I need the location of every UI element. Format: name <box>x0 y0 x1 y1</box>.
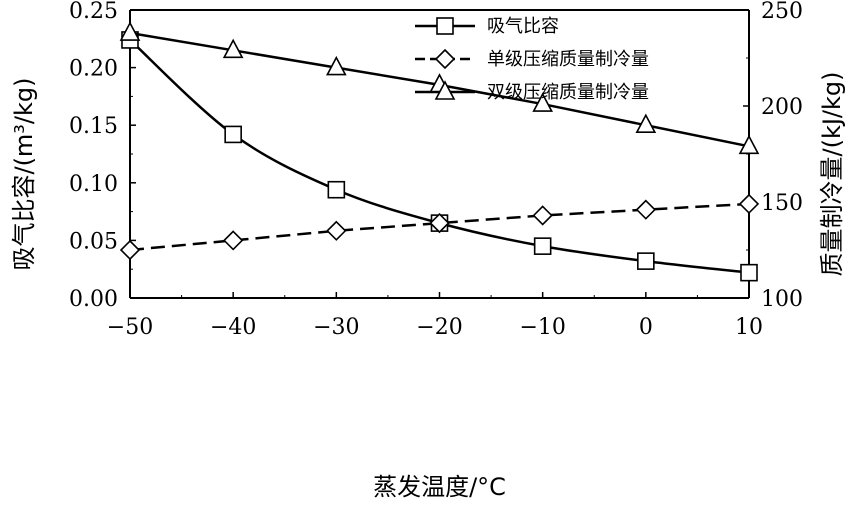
left-y-tick-label: 0.15 <box>69 114 118 139</box>
data-point-square <box>533 237 552 255</box>
axes <box>129 9 750 299</box>
legend-label: 单级压缩质量制冷量 <box>487 49 649 70</box>
x-tick-label: −10 <box>519 315 565 340</box>
left-y-tick-label: 0.00 <box>69 287 118 312</box>
series-1 <box>121 31 758 282</box>
x-axis-title: 蒸发温度/°C <box>373 473 506 501</box>
series-layer <box>119 21 760 282</box>
left-y-tick-label: 0.10 <box>69 172 118 197</box>
right-y-tick-label: 250 <box>761 0 803 24</box>
x-tick-label: −30 <box>313 315 359 340</box>
data-point-diamond <box>326 220 347 241</box>
right-y-tick-label: 100 <box>761 287 803 312</box>
left-y-tick-label: 0.05 <box>69 229 118 254</box>
legend-entry: 吸气比容 <box>415 16 559 37</box>
data-point-square <box>637 252 655 270</box>
x-tick-label: −40 <box>210 315 256 340</box>
right-y-axis-title: 质量制冷量/(kJ/kg) <box>818 71 846 276</box>
legend-entry: 单级压缩质量制冷量 <box>415 48 649 70</box>
x-tick-label: −50 <box>107 315 153 340</box>
ticks: −50 −40 −30 −20 −10 0 10 0.00 0.05 0.10 0.15 0.20 0.… <box>69 0 803 340</box>
data-point-triangle <box>738 134 760 155</box>
data-point-square <box>740 263 758 282</box>
series-2 <box>119 193 760 261</box>
data-point-diamond <box>532 205 553 226</box>
legend-label: 吸气比容 <box>487 16 559 37</box>
data-point-triangle <box>326 55 347 76</box>
right-y-tick-label: 150 <box>761 191 803 216</box>
data-point-square <box>327 180 346 199</box>
data-point-diamond <box>738 193 760 215</box>
legend-entry: 双级压缩质量制冷量 <box>415 80 649 103</box>
data-point-triangle <box>532 92 553 112</box>
x-tick-label: 0 <box>639 315 653 340</box>
x-tick-label: 10 <box>735 315 763 340</box>
series-3 <box>119 21 760 155</box>
legend-marker-triangle <box>434 80 456 100</box>
left-y-tick-label: 0.25 <box>69 0 118 24</box>
right-y-tick-label: 200 <box>761 95 803 120</box>
x-tick-label: −20 <box>416 315 462 340</box>
legend-marker-square <box>436 17 454 35</box>
legend-marker-diamond <box>434 48 456 70</box>
data-point-diamond <box>429 212 450 234</box>
data-point-diamond <box>119 239 141 261</box>
data-point-triangle <box>635 113 657 133</box>
legend-label: 双级压缩质量制冷量 <box>487 82 649 103</box>
data-point-triangle <box>222 38 244 59</box>
data-point-triangle <box>119 21 141 41</box>
data-point-square <box>224 125 242 144</box>
data-point-diamond <box>223 230 244 251</box>
left-y-tick-label: 0.20 <box>69 57 118 82</box>
data-point-diamond <box>635 199 656 220</box>
left-y-axis-title: 吸气比容/(m³/kg) <box>10 77 38 270</box>
